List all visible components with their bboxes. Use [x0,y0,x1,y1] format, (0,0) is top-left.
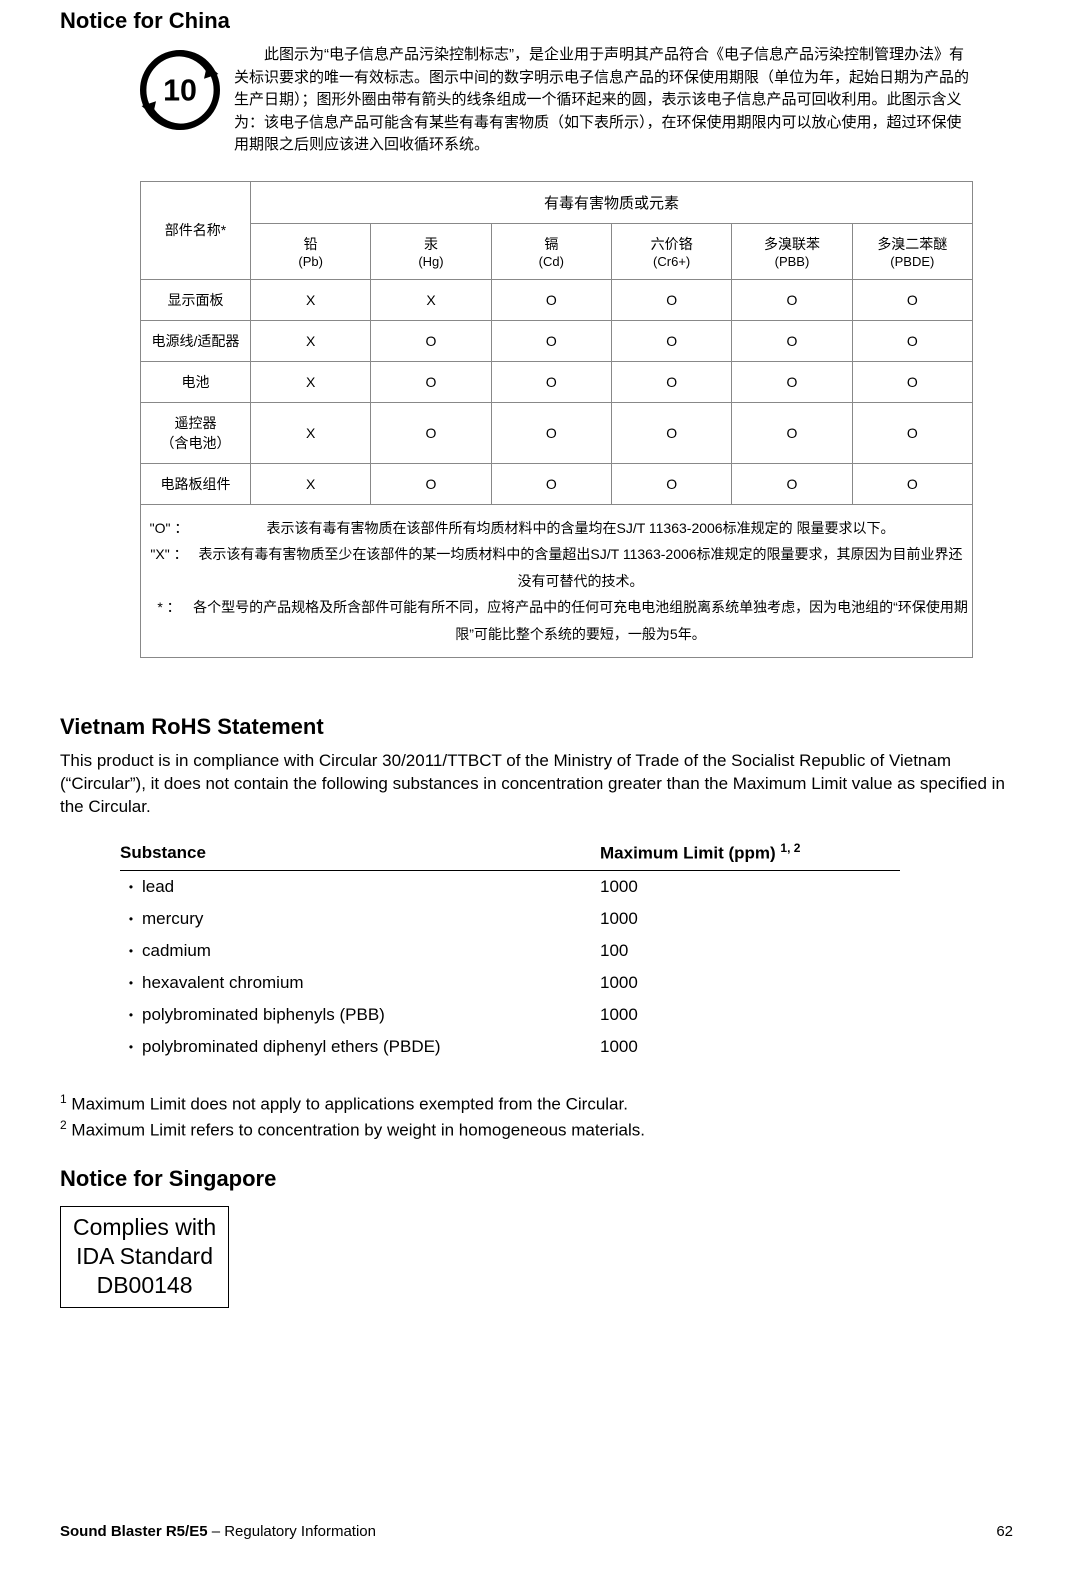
china-cell: X [251,279,371,320]
china-cell: O [611,361,731,402]
china-cell: O [852,463,972,504]
vietnam-section: Vietnam RoHS Statement This product is i… [60,714,1013,1142]
svg-text:10: 10 [163,73,197,107]
china-cell: O [611,279,731,320]
vn-col-substance: Substance [120,837,600,870]
vietnam-intro: This product is in compliance with Circu… [60,750,1013,819]
china-cell: O [732,463,852,504]
vn-substance: polybrominated diphenyl ethers (PBDE) [120,1031,600,1063]
china-cell: O [732,320,852,361]
vn-row: cadmium100 [120,935,900,967]
china-cell: X [251,402,371,463]
vn-row: hexavalent chromium1000 [120,967,900,999]
china-cell: O [371,402,491,463]
china-cell: O [732,402,852,463]
vn-substance: lead [120,870,600,903]
china-col-4: 多溴联苯(PBB) [732,223,852,279]
china-cell: O [371,463,491,504]
vn-col-limit: Maximum Limit (ppm) 1, 2 [600,837,900,870]
vn-substance: polybrominated biphenyls (PBB) [120,999,600,1031]
col-span-header: 有毒有害物质或元素 [251,181,973,223]
china-cell: X [251,320,371,361]
china-cell: O [371,320,491,361]
china-rohs-table: 部件名称* 有毒有害物质或元素 铅(Pb)汞(Hg)镉(Cd)六价铬(Cr6+)… [140,181,973,659]
china-cell: O [491,279,611,320]
china-col-5: 多溴二苯醚(PBDE) [852,223,972,279]
china-block: 10 此图示为“电子信息产品污染控制标志”，是企业用于声明其产品符合《电子信息产… [140,44,973,658]
vietnam-table: Substance Maximum Limit (ppm) 1, 2 lead1… [120,837,900,1063]
vn-row: mercury1000 [120,903,900,935]
vn-limit: 1000 [600,967,900,999]
china-cell: X [251,361,371,402]
china-cell: O [732,361,852,402]
china-cell: O [852,361,972,402]
ida-compliance-box: Complies with IDA Standard DB00148 [60,1206,229,1308]
china-cell: O [852,279,972,320]
china-part-name: 电路板组件 [141,463,251,504]
china-cell: O [491,320,611,361]
china-cell: O [491,463,611,504]
china-col-3: 六价铬(Cr6+) [611,223,731,279]
vn-limit: 1000 [600,903,900,935]
col-part-header: 部件名称* [141,181,251,279]
china-cell: O [611,320,731,361]
vn-limit: 100 [600,935,900,967]
china-cell: X [371,279,491,320]
vn-substance: mercury [120,903,600,935]
china-title: Notice for China [60,8,1013,34]
china-cell: O [611,463,731,504]
china-cell: O [371,361,491,402]
china-part-name: 遥控器（含电池） [141,402,251,463]
vn-substance: cadmium [120,935,600,967]
vn-row: lead1000 [120,870,900,903]
vietnam-footnotes: 1 Maximum Limit does not apply to applic… [60,1091,1013,1142]
china-cell: O [852,320,972,361]
china-cell: O [491,361,611,402]
vn-substance: hexavalent chromium [120,967,600,999]
china-cell: O [852,402,972,463]
china-col-1: 汞(Hg) [371,223,491,279]
china-cell: O [491,402,611,463]
china-row: 显示面板XXOOOO [141,279,973,320]
china-row: 电池XOOOOO [141,361,973,402]
china-part-name: 显示面板 [141,279,251,320]
page-footer: Sound Blaster R5/E5 – Regulatory Informa… [60,1523,1013,1540]
china-legend: "O" ：表示该有毒有害物质在该部件所有均质材料中的含量均在SJ/T 11363… [141,504,973,658]
china-cell: O [611,402,731,463]
china-row: 遥控器（含电池）XOOOOO [141,402,973,463]
china-row: 电路板组件XOOOOO [141,463,973,504]
footer-page-number: 62 [996,1523,1013,1540]
vn-limit: 1000 [600,1031,900,1063]
china-col-0: 铅(Pb) [251,223,371,279]
china-intro-text: 此图示为“电子信息产品污染控制标志”，是企业用于声明其产品符合《电子信息产品污染… [234,44,973,157]
vietnam-title: Vietnam RoHS Statement [60,714,1013,740]
china-part-name: 电池 [141,361,251,402]
vn-row: polybrominated biphenyls (PBB)1000 [120,999,900,1031]
china-col-2: 镉(Cd) [491,223,611,279]
singapore-title: Notice for Singapore [60,1166,1013,1192]
china-row: 电源线/适配器XOOOOO [141,320,973,361]
singapore-section: Notice for Singapore Complies with IDA S… [60,1166,1013,1308]
vn-limit: 1000 [600,999,900,1031]
china-cell: O [732,279,852,320]
vn-row: polybrominated diphenyl ethers (PBDE)100… [120,1031,900,1063]
footer-left: Sound Blaster R5/E5 – Regulatory Informa… [60,1523,376,1540]
china-cell: X [251,463,371,504]
efup-logo-icon: 10 [140,50,220,135]
vn-limit: 1000 [600,870,900,903]
china-part-name: 电源线/适配器 [141,320,251,361]
